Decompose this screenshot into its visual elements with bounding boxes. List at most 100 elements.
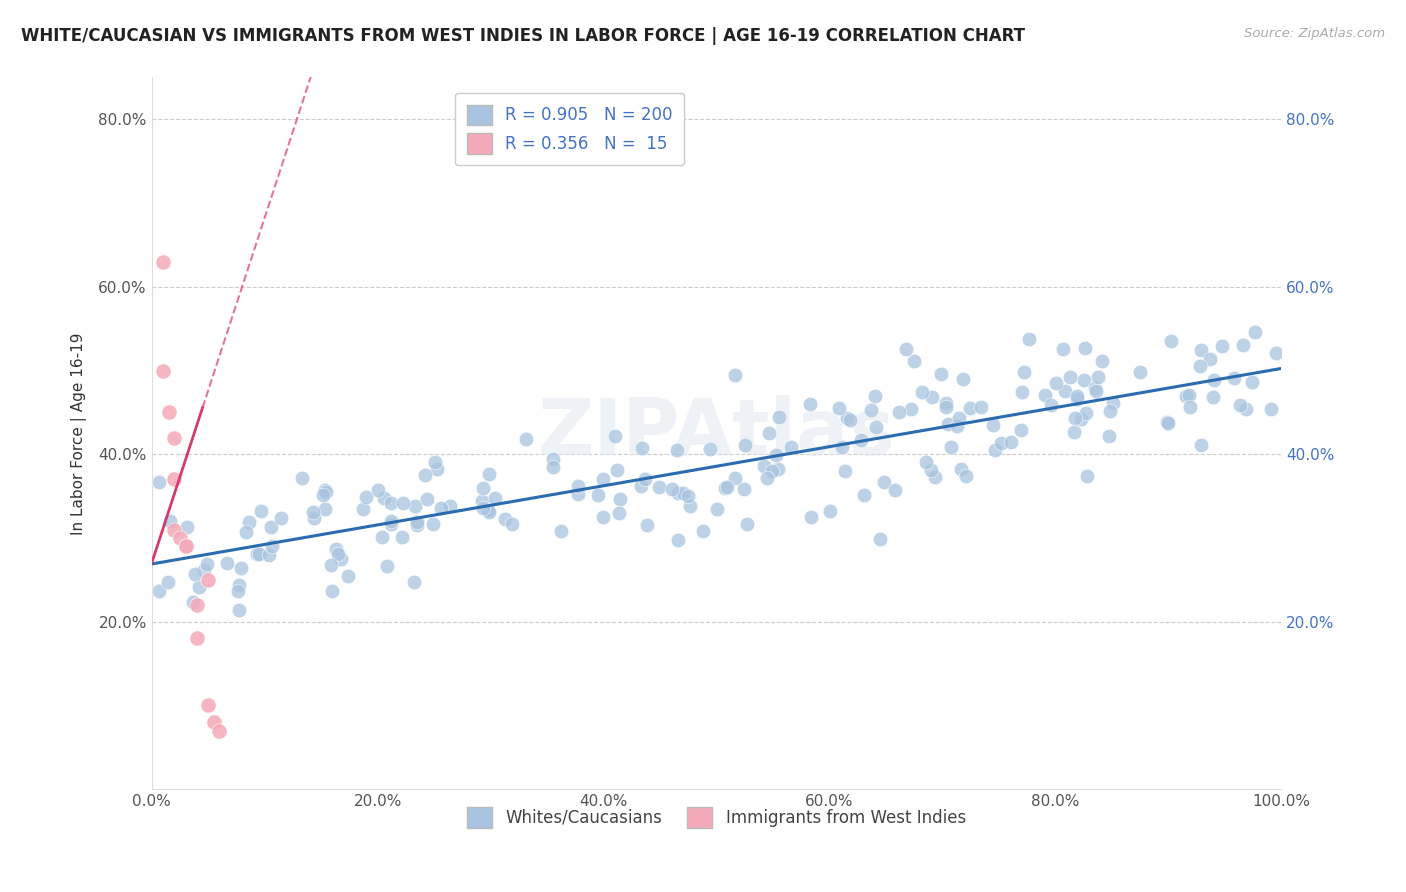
Point [1234,402,1257,417]
Point [1098,404,1121,418]
Point [896,342,918,356]
Point [186,632,208,646]
Point [1059,370,1081,384]
Point [1223,371,1246,385]
Point [887,404,910,418]
Point [883,483,905,498]
Point [699,442,721,456]
Point [402,575,425,590]
Point [181,595,204,609]
Point [631,441,654,455]
Point [755,471,778,485]
Point [193,563,215,577]
Text: ZIPAtlas: ZIPAtlas [537,395,896,471]
Point [472,500,495,515]
Point [959,401,981,415]
Point [859,402,882,417]
Point [157,405,180,419]
Point [588,487,610,501]
Point [1039,398,1062,412]
Point [1033,388,1056,402]
Point [541,459,564,474]
Point [592,509,614,524]
Point [676,489,699,503]
Point [159,514,181,528]
Point [1243,326,1265,340]
Point [1014,365,1036,379]
Point [302,505,325,519]
Point [163,430,186,444]
Text: WHITE/CAUCASIAN VS IMMIGRANTS FROM WEST INDIES IN LABOR FORCE | AGE 16-19 CORREL: WHITE/CAUCASIAN VS IMMIGRANTS FROM WEST … [21,27,1025,45]
Point [478,505,501,519]
Point [494,512,516,526]
Point [1174,388,1197,402]
Point [156,575,179,590]
Point [873,475,896,489]
Point [515,432,537,446]
Point [981,417,1004,432]
Point [911,385,934,400]
Point [1102,396,1125,410]
Point [1084,381,1107,395]
Text: Source: ZipAtlas.com: Source: ZipAtlas.com [1244,27,1385,40]
Point [352,502,374,516]
Point [1180,401,1202,415]
Point [765,448,787,462]
Point [1053,384,1076,398]
Point [779,440,801,454]
Point [567,486,589,500]
Point [946,419,969,434]
Point [380,517,402,532]
Point [900,401,922,416]
Point [1160,334,1182,349]
Point [186,598,208,612]
Point [949,462,972,476]
Point [325,542,347,557]
Point [1087,370,1109,384]
Point [471,481,494,495]
Point [692,524,714,538]
Point [235,524,257,539]
Point [948,411,970,425]
Point [406,515,429,529]
Point [257,548,280,562]
Point [478,467,501,482]
Point [326,547,349,561]
Point [955,469,977,483]
Point [367,483,389,497]
Point [314,502,336,516]
Point [260,519,283,533]
Point [1045,376,1067,391]
Point [648,480,671,494]
Point [768,410,790,425]
Point [312,488,335,502]
Point [630,479,652,493]
Point [1157,417,1180,431]
Point [752,458,775,473]
Point [163,523,186,537]
Point [330,552,353,566]
Point [439,499,461,513]
Point [1265,345,1288,359]
Point [1066,389,1088,403]
Point [304,510,326,524]
Point [1232,337,1254,351]
Point [766,461,789,475]
Point [939,440,962,454]
Point [270,511,292,525]
Point [758,425,780,440]
Point [197,573,219,587]
Point [163,472,186,486]
Point [603,429,626,443]
Point [1000,435,1022,450]
Point [661,483,683,497]
Point [337,569,360,583]
Point [734,438,756,452]
Point [853,488,876,502]
Point [174,540,197,554]
Point [903,353,925,368]
Point [920,463,942,477]
Point [609,492,631,507]
Point [970,400,993,414]
Point [1202,390,1225,404]
